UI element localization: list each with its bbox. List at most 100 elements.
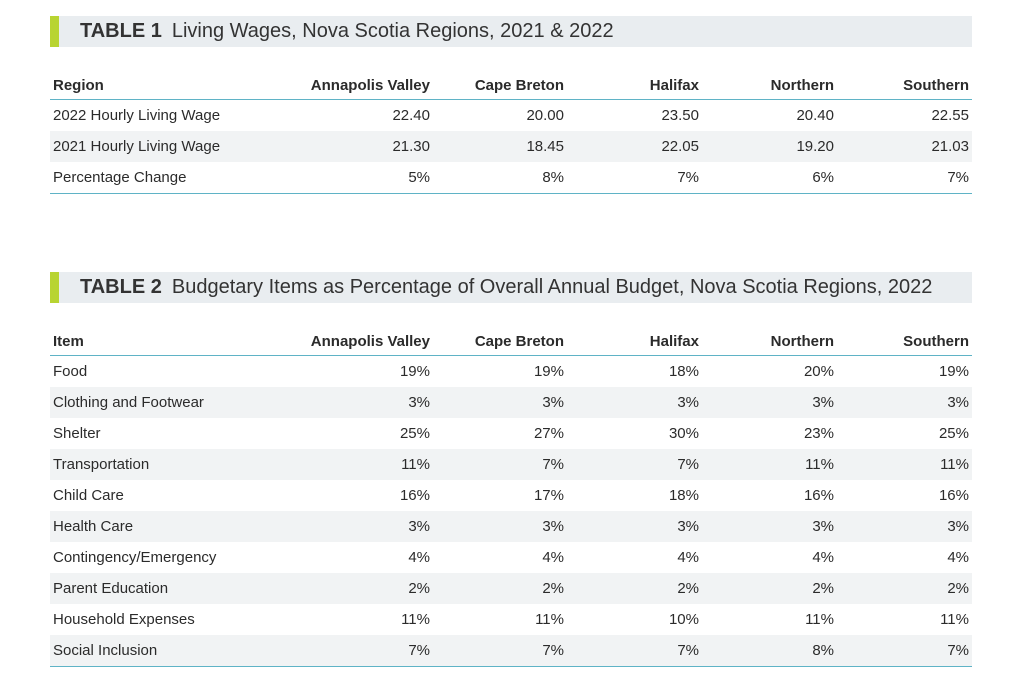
- value-cell: 16%: [803, 487, 834, 504]
- table-title: TABLE 2 Budgetary Items as Percentage of …: [80, 272, 932, 303]
- header-row: Item Annapolis Valley Cape Breton Halifax No…: [50, 328, 972, 356]
- value-cell: 2%: [433, 573, 567, 604]
- row-label: 2022 Hourly Living Wage: [53, 107, 221, 124]
- value-cell: 3%: [433, 511, 567, 542]
- row-label: Parent Education: [50, 573, 300, 604]
- table-row: Household Expenses 11% 11% 10% 11% 11%: [50, 604, 972, 635]
- value-cell: 2%: [300, 573, 433, 604]
- table-row: Contingency/Emergency 4% 4% 4% 4% 4%: [50, 542, 972, 573]
- value-cell: 3%: [702, 511, 837, 542]
- table-row: Shelter 25% 27% 30% 23% 25%: [50, 418, 972, 449]
- table: Region Annapolis Valley Cape Breton Halifax…: [50, 72, 972, 194]
- value-cell: 18%: [668, 487, 699, 504]
- row-label: Household Expenses: [53, 611, 195, 628]
- value-cell: 3%: [702, 387, 837, 418]
- value-cell: 10%: [668, 611, 699, 628]
- row-label: 2021 Hourly Living Wage: [50, 131, 300, 162]
- title-bar: TABLE 1 Living Wages, Nova Scotia Regions…: [50, 16, 972, 47]
- value-cell: 27%: [533, 425, 564, 442]
- value-cell: 3%: [837, 387, 972, 418]
- value-cell: 7%: [433, 449, 567, 480]
- value-cell: 7%: [567, 449, 702, 480]
- table-row: 2022 Hourly Living Wage 22.40 20.00 23.50 20…: [50, 100, 972, 132]
- value-cell: 4%: [812, 549, 834, 566]
- table-block: TABLE 2 Budgetary Items as Percentage of …: [50, 272, 972, 667]
- header-cell: Item: [50, 328, 300, 356]
- row-label: Health Care: [50, 511, 300, 542]
- value-cell: 17%: [533, 487, 564, 504]
- header-row: Region Annapolis Valley Cape Breton Halifax…: [50, 72, 972, 100]
- table-title: TABLE 1 Living Wages, Nova Scotia Regions…: [80, 16, 614, 47]
- table-row: Health Care 3% 3% 3% 3% 3%: [50, 511, 972, 542]
- table-block: TABLE 1 Living Wages, Nova Scotia Regions…: [50, 16, 972, 194]
- value-cell: 4%: [947, 549, 969, 566]
- value-cell: 5%: [300, 162, 433, 194]
- value-cell: 7%: [567, 635, 702, 667]
- header-cell: Annapolis Valley: [300, 72, 433, 100]
- value-cell: 8%: [433, 162, 567, 194]
- value-cell: 16%: [399, 487, 430, 504]
- value-cell: 11%: [535, 611, 564, 628]
- table-row: Clothing and Footwear 3% 3% 3% 3% 3%: [50, 387, 972, 418]
- value-cell: 11%: [940, 611, 969, 628]
- header-cell: Southern: [837, 72, 972, 100]
- row-label: Clothing and Footwear: [50, 387, 300, 418]
- table-title-text: Budgetary Items as Percentage of Overall…: [171, 276, 933, 298]
- value-cell: 3%: [567, 511, 702, 542]
- value-cell: 4%: [542, 549, 564, 566]
- row-label: Contingency/Emergency: [53, 549, 217, 566]
- row-label: Percentage Change: [50, 162, 300, 194]
- value-cell: 8%: [702, 635, 837, 667]
- value-cell: 2%: [837, 573, 972, 604]
- value-cell: 11%: [401, 611, 430, 628]
- value-cell: 3%: [433, 387, 567, 418]
- table-row: Parent Education 2% 2% 2% 2% 2%: [50, 573, 972, 604]
- value-cell: 25%: [938, 425, 969, 442]
- value-cell: 21.03: [837, 131, 972, 162]
- value-cell: 21.30: [300, 131, 433, 162]
- header-cell: Region: [50, 72, 300, 100]
- header-cell: Halifax: [567, 72, 702, 100]
- value-cell: 16%: [938, 487, 969, 504]
- title-bar: TABLE 2 Budgetary Items as Percentage of …: [50, 272, 972, 303]
- table-label: TABLE 1: [80, 20, 162, 42]
- value-cell: 20%: [803, 363, 834, 380]
- value-cell: 22.05: [567, 131, 702, 162]
- table-row: 2021 Hourly Living Wage 21.30 18.45 22.05 19…: [50, 131, 972, 162]
- value-cell: 3%: [300, 511, 433, 542]
- value-cell: 18.45: [433, 131, 567, 162]
- row-label: Child Care: [53, 487, 124, 504]
- table-row: Transportation 11% 7% 7% 11% 11%: [50, 449, 972, 480]
- value-cell: 23.50: [661, 107, 699, 124]
- value-cell: 19%: [399, 363, 430, 380]
- value-cell: 2%: [702, 573, 837, 604]
- value-cell: 25%: [399, 425, 430, 442]
- header-cell: Northern: [702, 72, 837, 100]
- table: Item Annapolis Valley Cape Breton Halifax No…: [50, 328, 972, 667]
- value-cell: 7%: [433, 635, 567, 667]
- value-cell: 11%: [805, 611, 834, 628]
- table-row: Social Inclusion 7% 7% 7% 8% 7%: [50, 635, 972, 667]
- value-cell: 23%: [803, 425, 834, 442]
- table-row: Child Care 16% 17% 18% 16% 16%: [50, 480, 972, 511]
- value-cell: 11%: [837, 449, 972, 480]
- value-cell: 11%: [300, 449, 433, 480]
- value-cell: 3%: [300, 387, 433, 418]
- value-cell: 4%: [677, 549, 699, 566]
- value-cell: 30%: [668, 425, 699, 442]
- value-cell: 20.00: [526, 107, 564, 124]
- value-cell: 7%: [837, 162, 972, 194]
- header-cell: Cape Breton: [433, 328, 567, 356]
- row-label: Social Inclusion: [50, 635, 300, 667]
- header-cell: Annapolis Valley: [300, 328, 433, 356]
- value-cell: 19%: [533, 363, 564, 380]
- value-cell: 19%: [938, 363, 969, 380]
- value-cell: 3%: [837, 511, 972, 542]
- header-cell: Northern: [702, 328, 837, 356]
- accent-bar: [50, 272, 59, 303]
- row-label: Food: [53, 363, 88, 380]
- value-cell: 7%: [837, 635, 972, 667]
- header-cell: Cape Breton: [433, 72, 567, 100]
- table-label: TABLE 2: [80, 276, 162, 298]
